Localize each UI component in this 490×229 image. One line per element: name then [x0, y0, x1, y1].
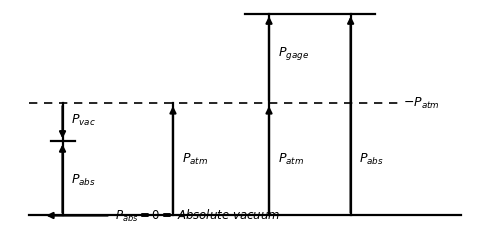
- Text: $P_{abs} = 0 =$ Absolute vacuum: $P_{abs} = 0 =$ Absolute vacuum: [115, 207, 281, 224]
- Text: $P_{abs}$: $P_{abs}$: [359, 152, 384, 167]
- Text: $P_{vac}$: $P_{vac}$: [71, 113, 96, 128]
- Text: $P_{abs}$: $P_{abs}$: [71, 173, 96, 188]
- Text: $P_{gage}$: $P_{gage}$: [278, 45, 309, 63]
- Text: $P_{atm}$: $P_{atm}$: [182, 152, 208, 167]
- Text: $P_{atm}$: $P_{atm}$: [278, 152, 304, 167]
- Text: $- P_{atm}$: $- P_{atm}$: [403, 96, 440, 111]
